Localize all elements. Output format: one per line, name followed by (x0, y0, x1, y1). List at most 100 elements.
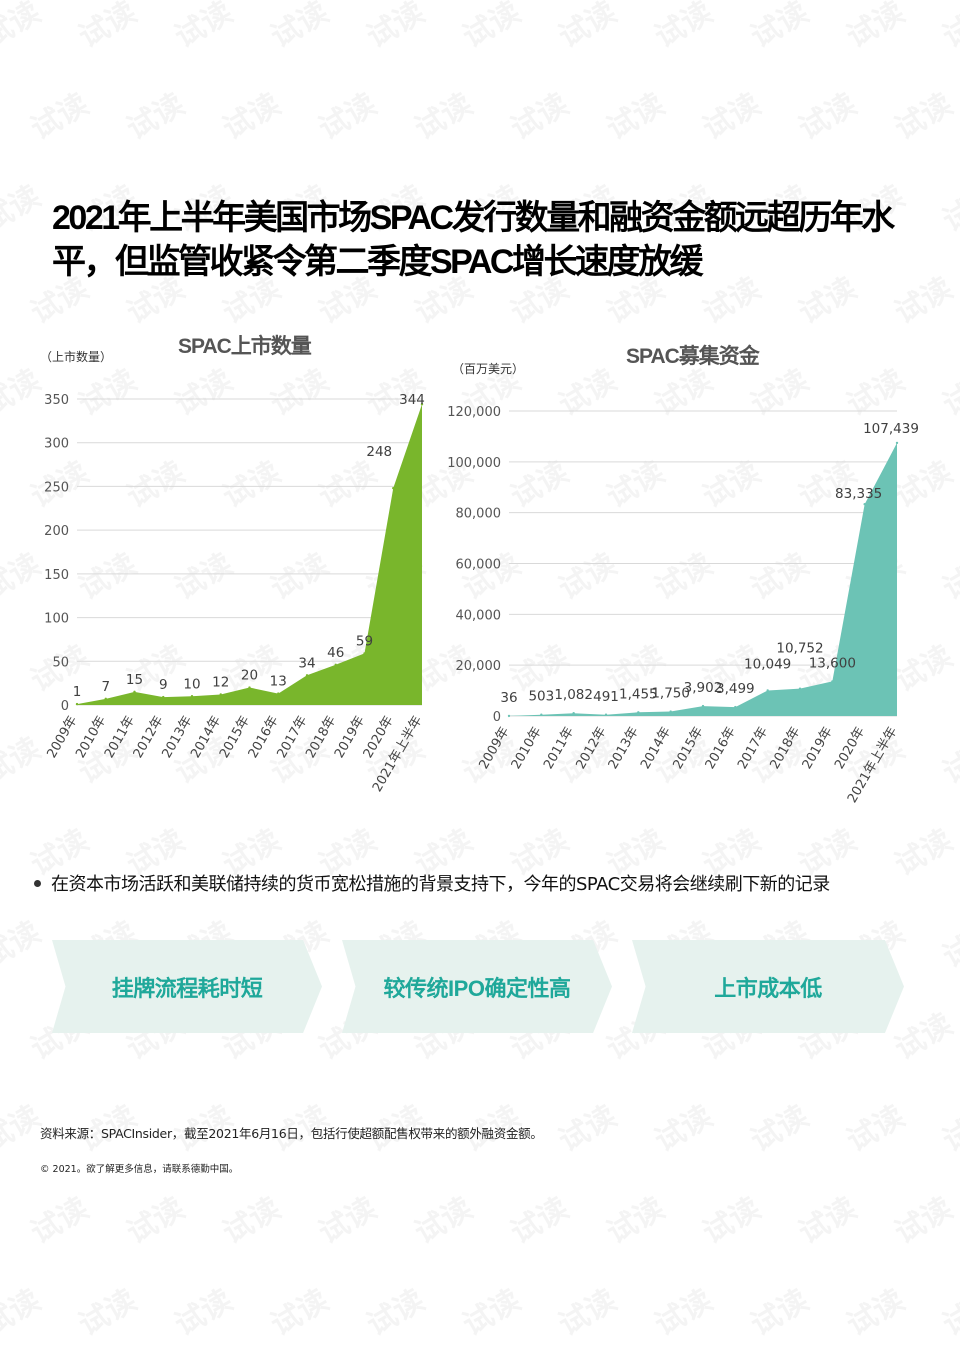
chart-2-title: SPAC募集资金 (626, 345, 760, 368)
watermark-text: 试读 (117, 80, 191, 148)
watermark-text: 试读 (789, 80, 863, 148)
data-label: 36 (500, 690, 517, 706)
data-point (766, 689, 769, 692)
data-point (334, 663, 337, 666)
chart-2-unit-label: （百万美元） (452, 362, 525, 376)
data-label: 13 (270, 674, 287, 690)
data-label: 1 (73, 684, 82, 700)
data-label: 46 (327, 645, 344, 661)
data-label: 10,752 (776, 641, 823, 657)
data-label: 344 (399, 392, 425, 408)
chart-1-unit-label: （上市数量） (40, 350, 113, 364)
arrow-step-2-label: 较传统IPO确定性高 (383, 975, 571, 1001)
watermark-text: 试读 (549, 1276, 623, 1344)
y-tick-label: 80,000 (456, 507, 502, 522)
data-point (734, 705, 737, 709)
watermark-text: 试读 (837, 1092, 911, 1160)
watermark-text: 试读 (117, 1184, 191, 1252)
watermark-text: 试读 (741, 1092, 815, 1160)
watermark-text: 试读 (645, 0, 719, 56)
arrow-step-1-label: 挂牌流程耗时短 (111, 975, 263, 1001)
arrow-step-3-label: 上市成本低 (714, 975, 822, 1001)
data-point (162, 695, 165, 699)
watermark-text: 试读 (741, 1276, 815, 1344)
watermark-text: 试读 (549, 1092, 623, 1160)
watermark-text: 试读 (693, 1184, 767, 1252)
watermark-text: 试读 (405, 1184, 479, 1252)
data-point (75, 702, 79, 706)
watermark-text: 试读 (885, 1184, 959, 1252)
y-tick-label: 20,000 (456, 659, 502, 674)
watermark-text: 试读 (213, 80, 287, 148)
y-tick-label: 150 (44, 568, 69, 583)
page-title: 2021年上半年美国市场SPAC发行数量和融资金额远超历年水平，但监管收紧令第二… (52, 199, 895, 282)
watermark-text: 试读 (885, 1000, 959, 1068)
watermark-text: 试读 (597, 1184, 671, 1252)
y-tick-label: 50 (52, 655, 69, 670)
watermark-text: 试读 (933, 0, 960, 56)
data-point (248, 686, 251, 689)
y-tick-label: 0 (493, 710, 501, 725)
watermark-text: 试读 (933, 172, 960, 240)
data-label: 59 (356, 633, 373, 649)
data-label: 9 (159, 677, 168, 693)
watermark-text: 试读 (213, 1184, 287, 1252)
data-point (701, 704, 705, 708)
y-tick-label: 100,000 (447, 456, 501, 471)
data-point (104, 697, 107, 701)
watermark-text: 试读 (309, 1184, 383, 1252)
watermark-text: 试读 (693, 80, 767, 148)
arrow-step-2: 较传统IPO确定性高 (342, 940, 612, 1033)
data-label: 491 (593, 689, 619, 705)
arrow-step-1: 挂牌流程耗时短 (52, 940, 322, 1033)
watermark-text: 试读 (0, 908, 47, 976)
data-label: 1,750 (651, 686, 690, 702)
watermark-text: 试读 (0, 0, 47, 56)
data-label: 13,600 (809, 655, 856, 671)
data-point (507, 714, 511, 718)
chart-2-plot: 0 20,000 40,000 60,000 80,000 100,000 120,000 3… (447, 405, 919, 806)
data-label: 248 (366, 444, 392, 460)
watermark-text: 试读 (69, 0, 143, 56)
watermark-text: 试读 (597, 80, 671, 148)
data-point (363, 652, 366, 655)
x-tick-label: 2012年 (573, 725, 609, 772)
data-point (895, 441, 899, 445)
watermark-text: 试读 (501, 1184, 575, 1252)
watermark-text: 试读 (165, 1276, 239, 1344)
data-point (392, 486, 395, 490)
data-label: 83,335 (835, 486, 882, 502)
data-point (305, 674, 309, 677)
watermark-text: 试读 (261, 0, 335, 56)
x-tick-label: 2009年 (476, 725, 512, 772)
watermark-text: 试读 (453, 1276, 527, 1344)
watermark-text: 试读 (0, 172, 47, 240)
area-series (77, 404, 422, 705)
watermark-text: 试读 (885, 80, 959, 148)
watermark-text: 试读 (0, 1276, 47, 1344)
watermark-text: 试读 (21, 1184, 95, 1252)
data-point (669, 710, 672, 713)
x-tick-label: 2010年 (509, 725, 545, 772)
data-point (133, 690, 136, 694)
data-point (190, 695, 194, 698)
watermark-text: 试读 (789, 1184, 863, 1252)
data-label: 503 (528, 689, 554, 705)
watermark-text: 试读 (309, 80, 383, 148)
data-point (798, 687, 802, 690)
x-tick-label: 2014年 (638, 725, 674, 772)
watermark-text: 试读 (501, 80, 575, 148)
y-tick-label: 350 (44, 393, 69, 408)
watermark-text: 试读 (837, 1276, 911, 1344)
watermark-text: 试读 (405, 80, 479, 148)
watermark-text: 试读 (933, 1092, 960, 1160)
x-tick-label: 2013年 (606, 725, 642, 772)
bullet-point: 在资本市场活跃和美联储持续的货币宽松措施的背景支持下，今年的SPAC交易将会继续… (34, 870, 830, 896)
watermark-text: 试读 (453, 0, 527, 56)
x-tick-label: 2011年 (541, 725, 577, 772)
watermark-text: 试读 (741, 0, 815, 56)
watermark-text: 试读 (357, 1276, 431, 1344)
data-point (637, 711, 640, 714)
data-label: 10 (183, 676, 200, 692)
data-point (540, 713, 543, 716)
